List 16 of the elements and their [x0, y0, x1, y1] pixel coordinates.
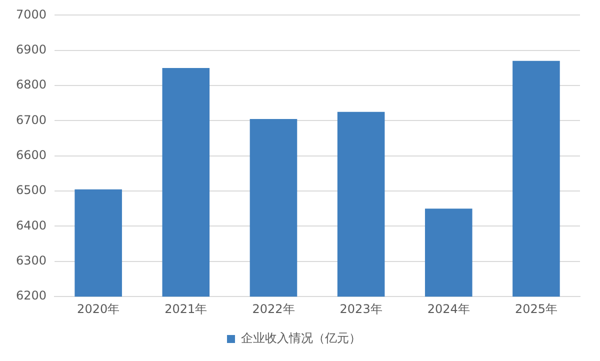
y-tick-label: 6700	[16, 112, 47, 127]
x-tick-label: 2023年	[340, 302, 382, 316]
y-tick-label: 6600	[16, 148, 47, 162]
x-tick-label: 2025年	[514, 302, 558, 316]
x-tick-label: 2024年	[427, 302, 470, 316]
legend-label: 企业收入情况（亿元）	[241, 331, 361, 346]
y-tick-label: 6300	[16, 254, 47, 268]
y-tick-label: 6500	[16, 183, 47, 198]
x-tick-label: 2021年	[164, 302, 208, 316]
y-tick-label: 6400	[16, 218, 47, 232]
y-tick-label: 6900	[16, 42, 47, 56]
y-tick-label: 6200	[16, 288, 47, 303]
x-tick-label: 2022年	[252, 302, 295, 316]
x-tick-label: 2020年	[77, 302, 120, 316]
y-tick-label: 7000	[16, 7, 47, 22]
y-tick-label: 6800	[16, 78, 47, 92]
